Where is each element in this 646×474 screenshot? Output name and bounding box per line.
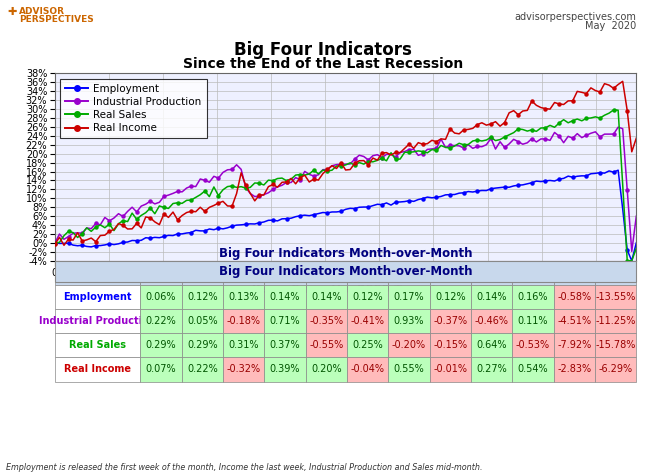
Text: Employment is released the first week of the month, Income the last week, Indust: Employment is released the first week of… <box>6 463 483 472</box>
Text: Big Four Indicators Month-over-Month: Big Four Indicators Month-over-Month <box>219 265 472 278</box>
Text: PERSPECTIVES: PERSPECTIVES <box>19 15 94 24</box>
Text: advisorperspectives.com: advisorperspectives.com <box>514 12 636 22</box>
Text: Since the End of the Last Recession: Since the End of the Last Recession <box>183 57 463 71</box>
Text: Big Four Indicators Month-over-Month: Big Four Indicators Month-over-Month <box>219 246 472 260</box>
Text: Big Four Indicators: Big Four Indicators <box>234 41 412 59</box>
Text: ADVISOR: ADVISOR <box>19 7 65 16</box>
Text: ✚: ✚ <box>8 7 17 17</box>
X-axis label: Years Since the 2009 Trough: Years Since the 2009 Trough <box>251 283 440 296</box>
FancyBboxPatch shape <box>55 261 636 282</box>
Legend: Employment, Industrial Production, Real Sales, Real Income: Employment, Industrial Production, Real … <box>60 79 207 138</box>
Text: May  2020: May 2020 <box>585 21 636 31</box>
